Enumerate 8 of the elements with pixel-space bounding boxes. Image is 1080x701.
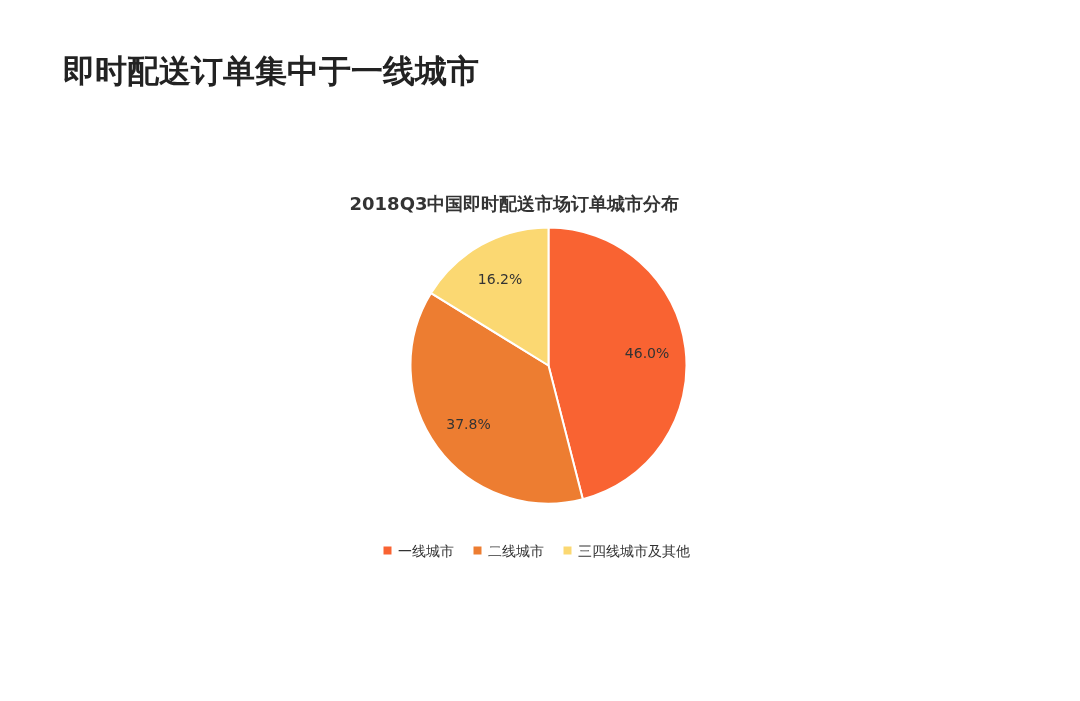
data-label: 46.0% (624, 345, 670, 362)
legend-label: 三四线城市及其他 (577, 542, 690, 559)
chart-title: 即时配送订单集中于一线城市 (62, 51, 479, 90)
data-label: 37.8% (446, 416, 491, 433)
legend-label: 一线城市 (397, 542, 454, 559)
data-label: 16.2% (477, 270, 523, 287)
chart-subtitle: 2018Q3中国即时配送市场订单城市分布 (349, 193, 680, 214)
legend-label: 二线城市 (487, 542, 544, 559)
